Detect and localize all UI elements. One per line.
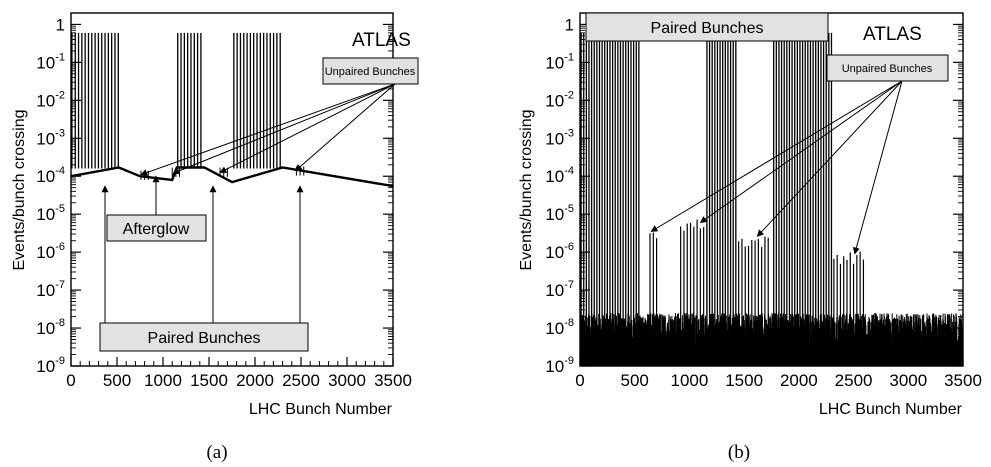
unpaired-arrow bbox=[172, 83, 396, 175]
unpaired-arrow bbox=[140, 83, 396, 176]
y-tick-label: 10-1 bbox=[545, 51, 574, 72]
x-tick-label: 2000 bbox=[236, 371, 274, 390]
chart-a-plot-frame bbox=[70, 12, 394, 367]
x-tick-label: 500 bbox=[621, 371, 649, 390]
chart-b-paired-label: Paired Bunches bbox=[651, 20, 764, 37]
y-tick-label: 1 bbox=[56, 15, 65, 34]
y-tick-label: 10-5 bbox=[36, 203, 65, 224]
chart-a-unpaired-label: Unpaired Bunches bbox=[325, 66, 416, 78]
unpaired-arrow bbox=[294, 83, 396, 172]
chart-a-afterglow-box: Afterglow bbox=[106, 214, 207, 242]
y-tick-label: 10-3 bbox=[36, 127, 65, 148]
chart-a-paired-box: Paired Bunches bbox=[99, 322, 309, 352]
chart-a-ylabel: Events/bunch crossing bbox=[11, 110, 28, 271]
chart-a-xlabel: LHC Bunch Number bbox=[249, 401, 393, 418]
chart-a-unpaired-box: Unpaired Bunches bbox=[322, 57, 419, 85]
chart-a-atlas-label: ATLAS bbox=[352, 30, 411, 51]
chart-b-unpaired-label: Unpaired Bunches bbox=[842, 63, 933, 75]
chart-a-annotation-arrows bbox=[101, 83, 396, 323]
chart-panel-a: 0 500 1000 1500 2000 2500 3000 3500 10-9 10-8 10-7… bbox=[11, 12, 419, 463]
chart-b-ylabel: Events/bunch crossing bbox=[518, 110, 535, 271]
y-tick-label: 10-6 bbox=[36, 241, 65, 262]
x-tick-label: 3000 bbox=[328, 371, 366, 390]
chart-a-panel-label: (a) bbox=[206, 442, 227, 463]
chart-a-afterglow-label: Afterglow bbox=[123, 221, 190, 238]
chart-b-atlas-label: ATLAS bbox=[863, 24, 922, 45]
chart-b-unpaired-box: Unpaired Bunches bbox=[826, 54, 949, 82]
y-tick-label: 10-9 bbox=[36, 355, 65, 376]
x-tick-label: 1000 bbox=[144, 371, 182, 390]
y-tick-label: 10-8 bbox=[36, 317, 65, 338]
unpaired-arrow bbox=[852, 80, 903, 255]
x-tick-label: 3500 bbox=[374, 371, 412, 390]
x-tick-label: 0 bbox=[575, 371, 584, 390]
x-tick-label: 1500 bbox=[190, 371, 228, 390]
unpaired-arrow bbox=[219, 83, 396, 174]
x-tick-label: 2500 bbox=[835, 371, 873, 390]
y-tick-label: 10-6 bbox=[545, 241, 574, 262]
x-tick-label: 1000 bbox=[671, 371, 709, 390]
chart-b-ticks: 0 500 1000 1500 2000 2500 3000 3500 10-9 10-8 10-7… bbox=[545, 12, 982, 390]
x-tick-label: 3000 bbox=[889, 371, 927, 390]
y-tick-label: 10-2 bbox=[545, 89, 574, 110]
chart-b-paired-box: Paired Bunches bbox=[585, 12, 829, 42]
y-tick-label: 10-3 bbox=[545, 127, 574, 148]
chart-b-panel-label: (b) bbox=[728, 442, 750, 463]
chart-panel-b: 0 500 1000 1500 2000 2500 3000 3500 10-9 10-8 10-7… bbox=[518, 12, 982, 463]
chart-b-marks bbox=[579, 32, 964, 366]
y-tick-label: 10-8 bbox=[545, 317, 574, 338]
y-tick-label: 10-4 bbox=[545, 165, 574, 186]
chart-a-ticks: 0 500 1000 1500 2000 2500 3000 3500 10-9 10-8 10-7… bbox=[36, 12, 412, 390]
unpaired-arrow bbox=[650, 80, 903, 232]
x-tick-label: 0 bbox=[66, 371, 75, 390]
x-tick-label: 2000 bbox=[780, 371, 818, 390]
y-tick-label: 10-7 bbox=[36, 279, 65, 300]
y-tick-label: 1 bbox=[565, 15, 574, 34]
unpaired-arrow bbox=[699, 80, 903, 224]
chart-b-annotation-arrows bbox=[650, 80, 903, 255]
y-tick-label: 10-5 bbox=[545, 203, 574, 224]
x-tick-label: 2500 bbox=[282, 371, 320, 390]
x-tick-label: 1500 bbox=[725, 371, 763, 390]
y-tick-label: 10-9 bbox=[545, 355, 574, 376]
y-tick-label: 10-1 bbox=[36, 51, 65, 72]
y-tick-label: 10-7 bbox=[545, 279, 574, 300]
x-tick-label: 3500 bbox=[944, 371, 982, 390]
y-tick-label: 10-2 bbox=[36, 89, 65, 110]
unpaired-arrow bbox=[756, 80, 903, 237]
chart-a-marks bbox=[70, 32, 394, 188]
afterglow-curve bbox=[70, 166, 394, 188]
chart-b-xlabel: LHC Bunch Number bbox=[819, 401, 963, 418]
y-tick-label: 10-4 bbox=[36, 165, 65, 186]
x-tick-label: 500 bbox=[103, 371, 131, 390]
chart-a-paired-label: Paired Bunches bbox=[148, 330, 261, 347]
